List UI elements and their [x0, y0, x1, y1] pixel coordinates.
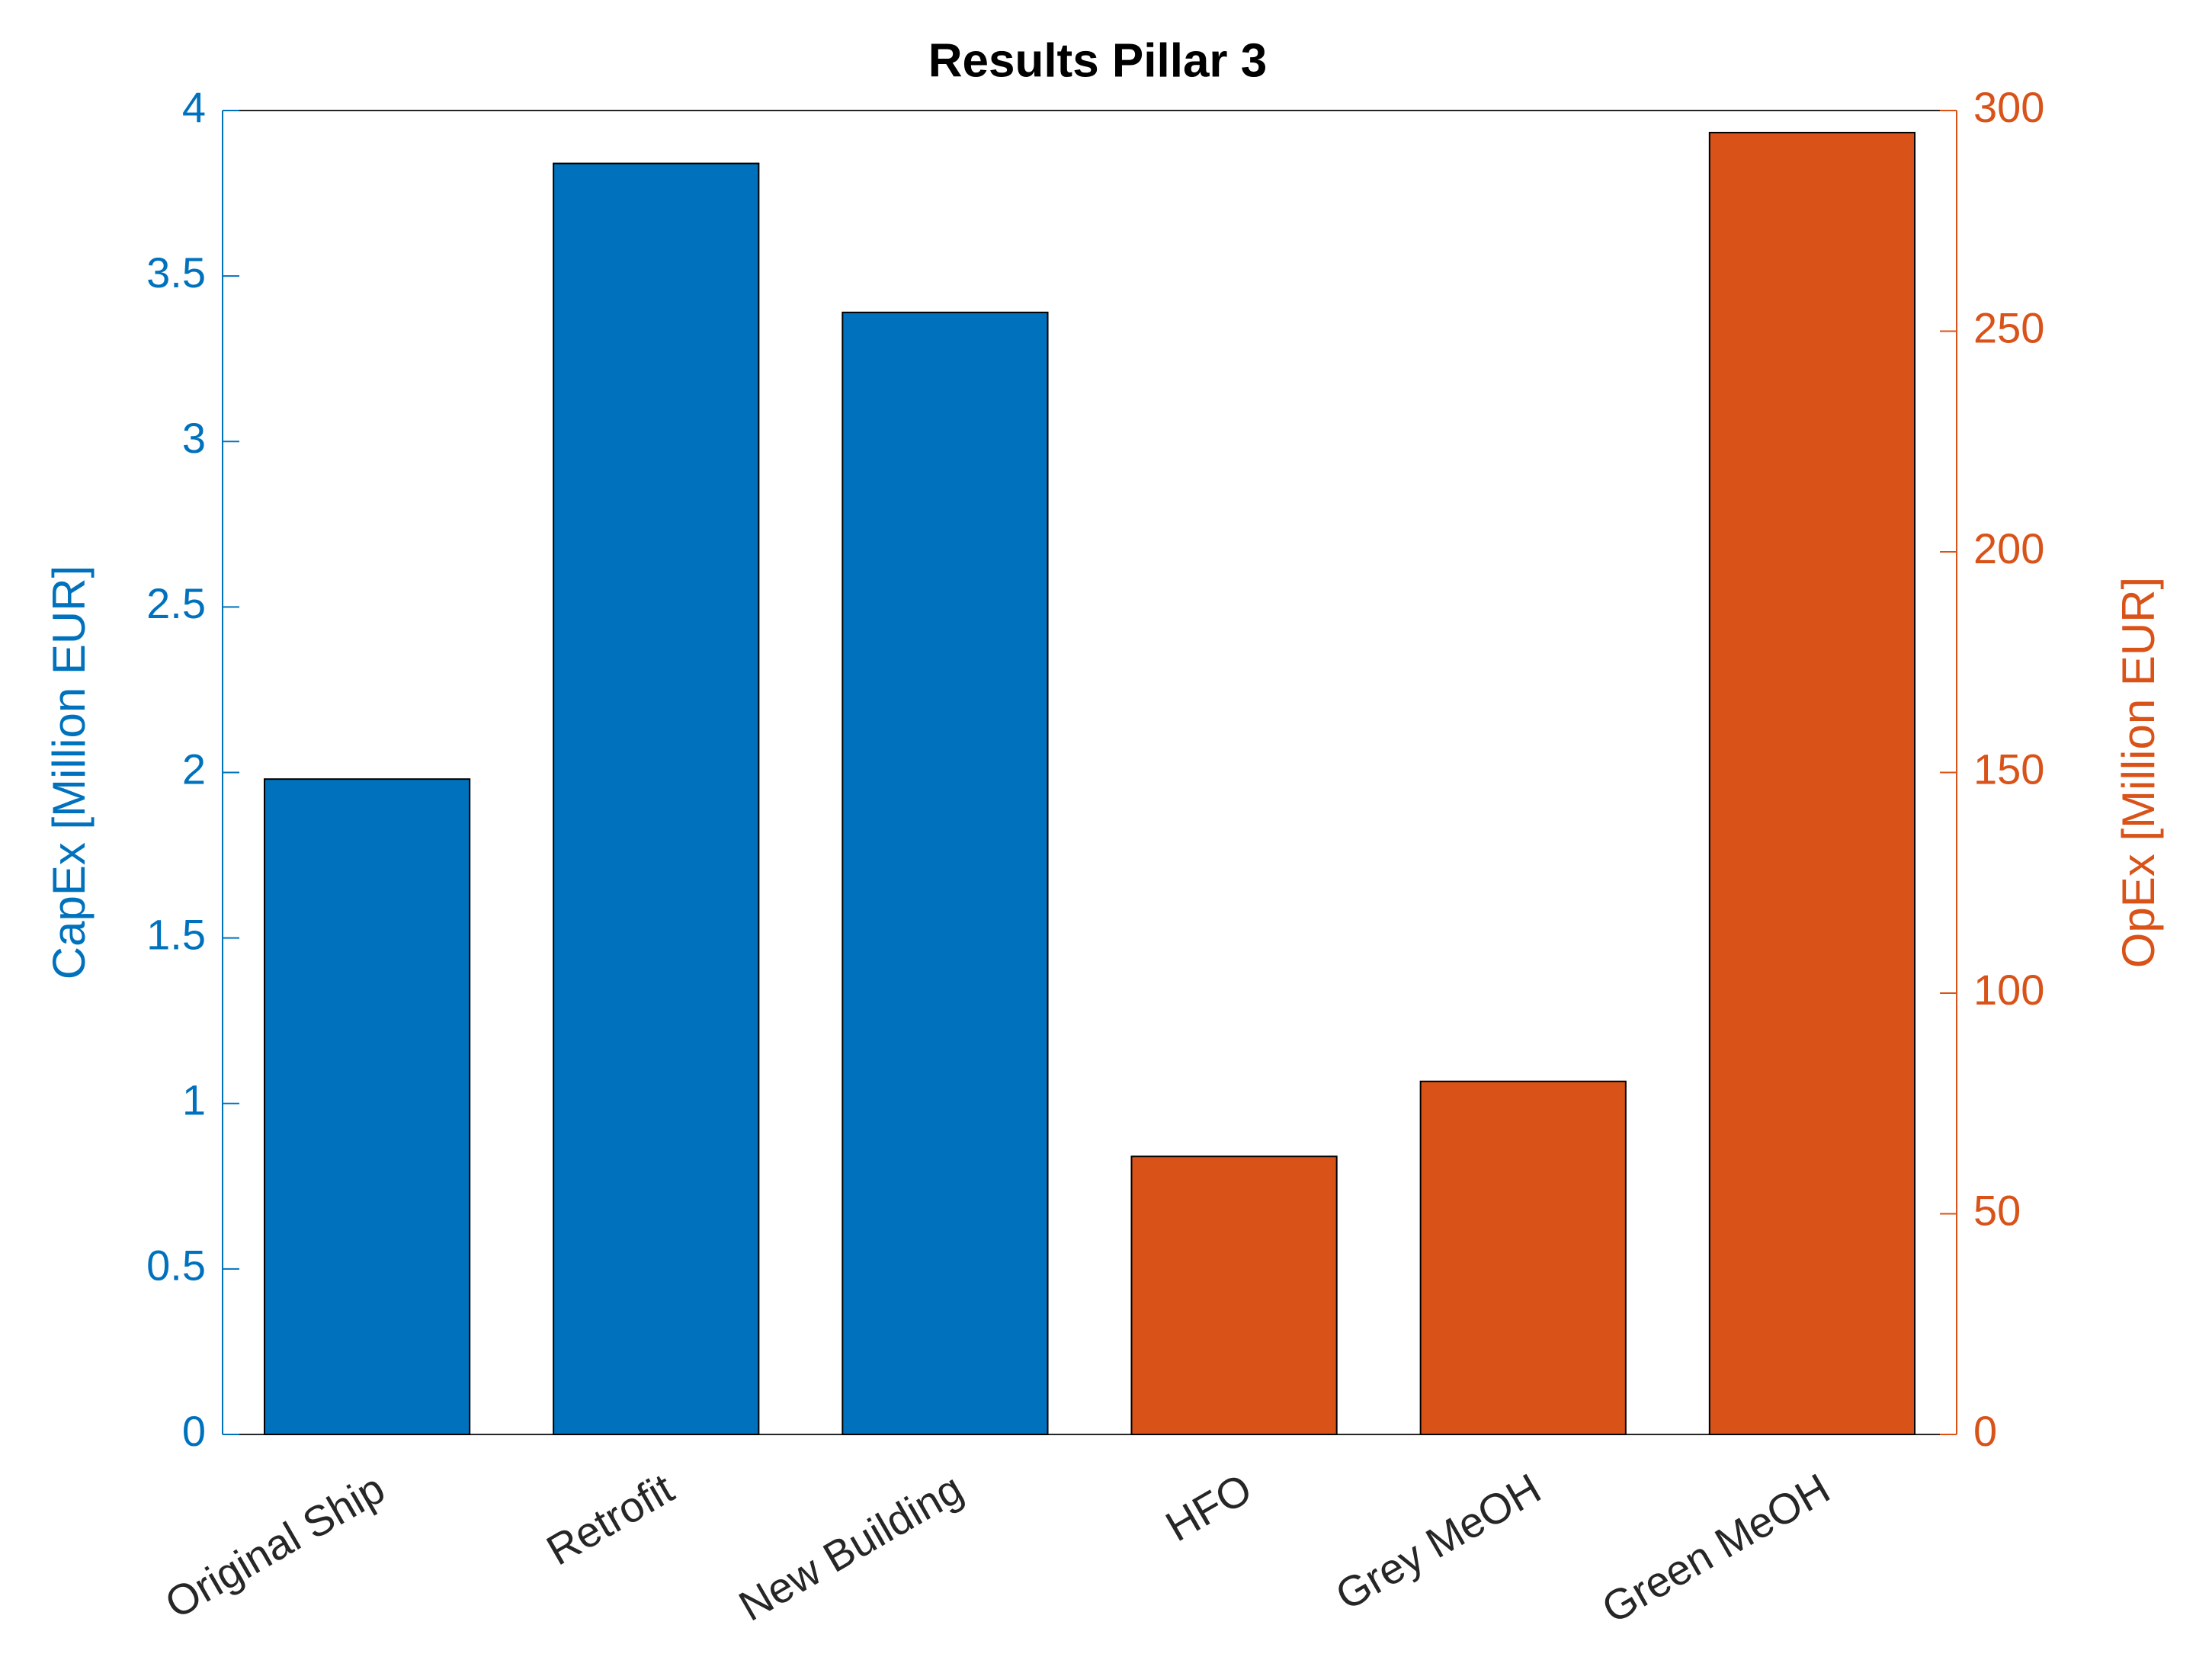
x-tick-label: New Building [731, 1464, 971, 1630]
y2-tick-label: 50 [1973, 1186, 2021, 1234]
y-tick-label: 0.5 [146, 1242, 206, 1290]
chart-title: Results Pillar 3 [928, 34, 1268, 87]
y-tick-label: 3 [182, 414, 206, 462]
y-axis-label: CapEx [Million EUR] [43, 566, 95, 980]
bar [1419, 1080, 1627, 1436]
x-tick-label: Original Ship [157, 1464, 393, 1628]
y2-tick-label: 150 [1973, 745, 2044, 793]
x-tick-label: HFO [1158, 1464, 1260, 1551]
y2-tick-label: 0 [1973, 1407, 1997, 1455]
bar [1708, 131, 1916, 1436]
y2-tick-label: 300 [1973, 83, 2044, 131]
bar [842, 311, 1049, 1436]
y-tick-label: 0 [182, 1407, 206, 1455]
bar [263, 778, 471, 1435]
x-tick-label: Green MeOH [1594, 1464, 1838, 1633]
y-tick-label: 3.5 [146, 248, 206, 296]
y2-tick-label: 250 [1973, 303, 2044, 351]
y2-tick-label: 100 [1973, 966, 2044, 1014]
y2-axis-label: OpEx [Million EUR] [2113, 577, 2164, 968]
x-tick-label: Grey MeOH [1327, 1464, 1548, 1620]
y-tick-label: 1 [182, 1076, 206, 1124]
y2-tick-label: 200 [1973, 524, 2044, 572]
bar [1130, 1155, 1338, 1435]
bar [553, 162, 760, 1436]
y-tick-label: 2 [182, 745, 206, 793]
x-tick-label: Retrofit [538, 1463, 681, 1574]
y-tick-label: 1.5 [146, 910, 206, 958]
y-tick-label: 4 [182, 83, 206, 131]
y-tick-label: 2.5 [146, 579, 206, 627]
